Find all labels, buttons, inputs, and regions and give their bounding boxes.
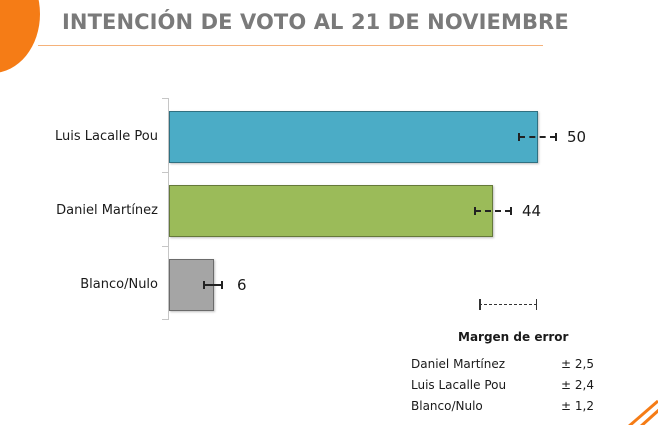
legend-row: Daniel Martínez ± 2,5 (411, 357, 596, 371)
legend-row-value: ± 2,5 (561, 357, 594, 371)
title-divider (38, 45, 543, 46)
legend-row-label: Daniel Martínez (411, 357, 506, 371)
orange-corner-stripes-icon (628, 399, 658, 425)
legend-row-label: Luis Lacalle Pou (411, 378, 507, 392)
data-label: 50 (567, 128, 587, 146)
slide-title: INTENCIÓN DE VOTO AL 21 DE NOVIEMBRE (62, 10, 569, 34)
axis-tick (162, 98, 168, 99)
bar-martinez (169, 185, 493, 237)
category-label: Daniel Martínez (56, 203, 158, 218)
bar-lacalle-pou (169, 111, 538, 163)
category-label: Luis Lacalle Pou (54, 129, 158, 144)
legend-row-value: ± 2,4 (561, 378, 594, 392)
error-bar-legend-icon (479, 299, 537, 310)
axis-tick (162, 319, 168, 320)
legend-row-label: Blanco/Nulo (411, 399, 483, 413)
y-axis (168, 98, 169, 320)
legend-row-value: ± 1,2 (561, 399, 594, 413)
legend-row: Luis Lacalle Pou ± 2,4 (411, 378, 596, 392)
legend-title: Margen de error (458, 330, 569, 344)
category-label: Blanco/Nulo (80, 277, 158, 292)
axis-tick (162, 246, 168, 247)
data-label: 44 (522, 202, 542, 220)
error-bar (474, 207, 512, 215)
axis-tick (162, 172, 168, 173)
error-bar (518, 133, 557, 141)
orange-decorative-circle (0, 0, 40, 73)
data-label: 6 (237, 276, 247, 294)
error-bar (203, 281, 223, 289)
legend-row: Blanco/Nulo ± 1,2 (411, 399, 596, 413)
